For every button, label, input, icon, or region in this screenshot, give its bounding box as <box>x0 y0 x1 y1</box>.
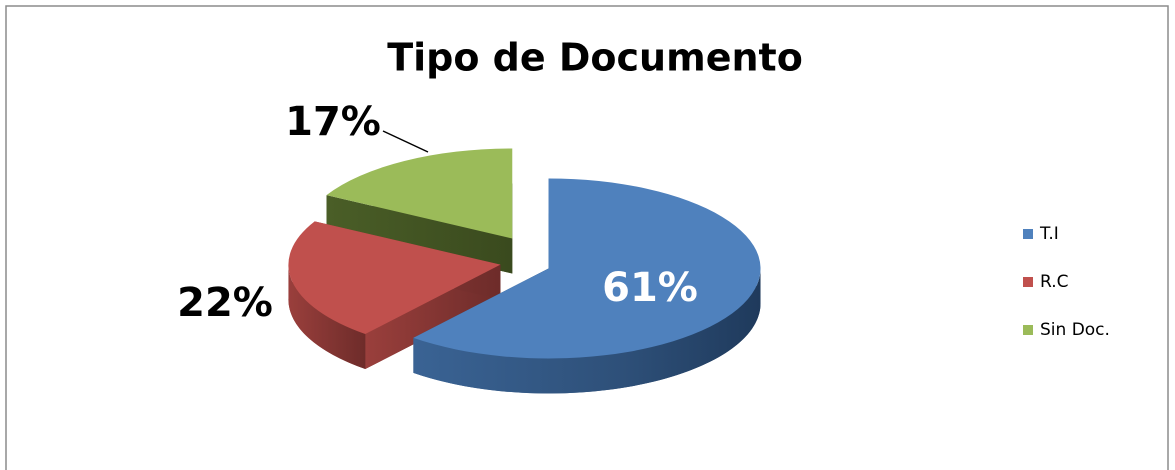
pie-slice <box>326 148 513 239</box>
slice-wall <box>326 195 513 274</box>
leader-line <box>382 130 429 153</box>
legend-swatch <box>1023 325 1033 335</box>
data-label: 61% <box>602 265 698 311</box>
pie-slice <box>413 178 761 359</box>
legend-swatch <box>1023 229 1033 239</box>
slice-rim <box>288 264 366 370</box>
chart-title: Tipo de Documento <box>387 36 803 80</box>
legend-label: Sin Doc. <box>1040 320 1110 340</box>
pie-slice <box>288 221 501 335</box>
data-label: 17% <box>285 99 381 145</box>
legend-label: T.I <box>1039 224 1059 244</box>
legend-label: R.C <box>1040 272 1068 292</box>
data-label: 22% <box>177 280 273 326</box>
legend-swatch <box>1023 277 1033 287</box>
slice-rim <box>413 268 761 394</box>
